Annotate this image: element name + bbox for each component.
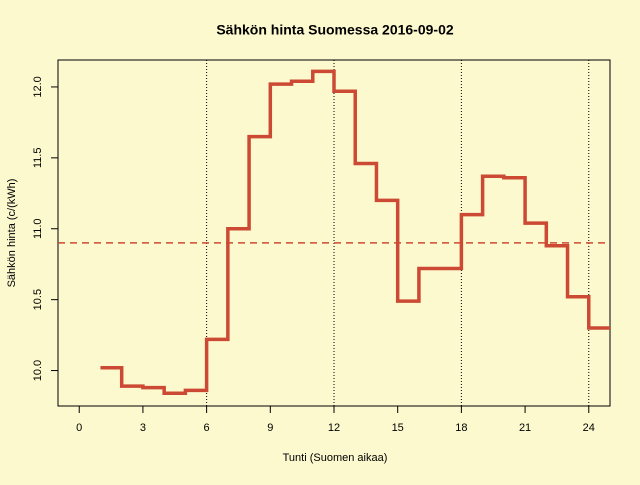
chart-title: Sähkön hinta Suomessa 2016-09-02: [216, 22, 454, 38]
y-tick-label: 10.5: [32, 289, 44, 310]
x-tick-label: 0: [76, 422, 82, 434]
y-tick-label: 11.0: [32, 218, 44, 239]
price-step-line: [100, 69, 610, 395]
y-tick-label: 12.0: [32, 76, 44, 97]
x-tick-label: 12: [328, 422, 340, 434]
x-tick-label: 15: [392, 422, 404, 434]
x-tick-label: 21: [519, 422, 531, 434]
y-tick-label: 11.5: [32, 148, 44, 169]
x-tick-label: 9: [267, 422, 273, 434]
x-tick-label: 18: [455, 422, 467, 434]
x-tick-label: 24: [583, 422, 595, 434]
y-tick-label: 10.0: [32, 360, 44, 381]
x-axis-label: Tunti (Suomen aikaa): [283, 452, 388, 464]
x-tick-label: 6: [204, 422, 210, 434]
x-tick-label: 3: [140, 422, 146, 434]
y-axis-label: Sähkön hinta (c/(kWh): [6, 179, 18, 288]
